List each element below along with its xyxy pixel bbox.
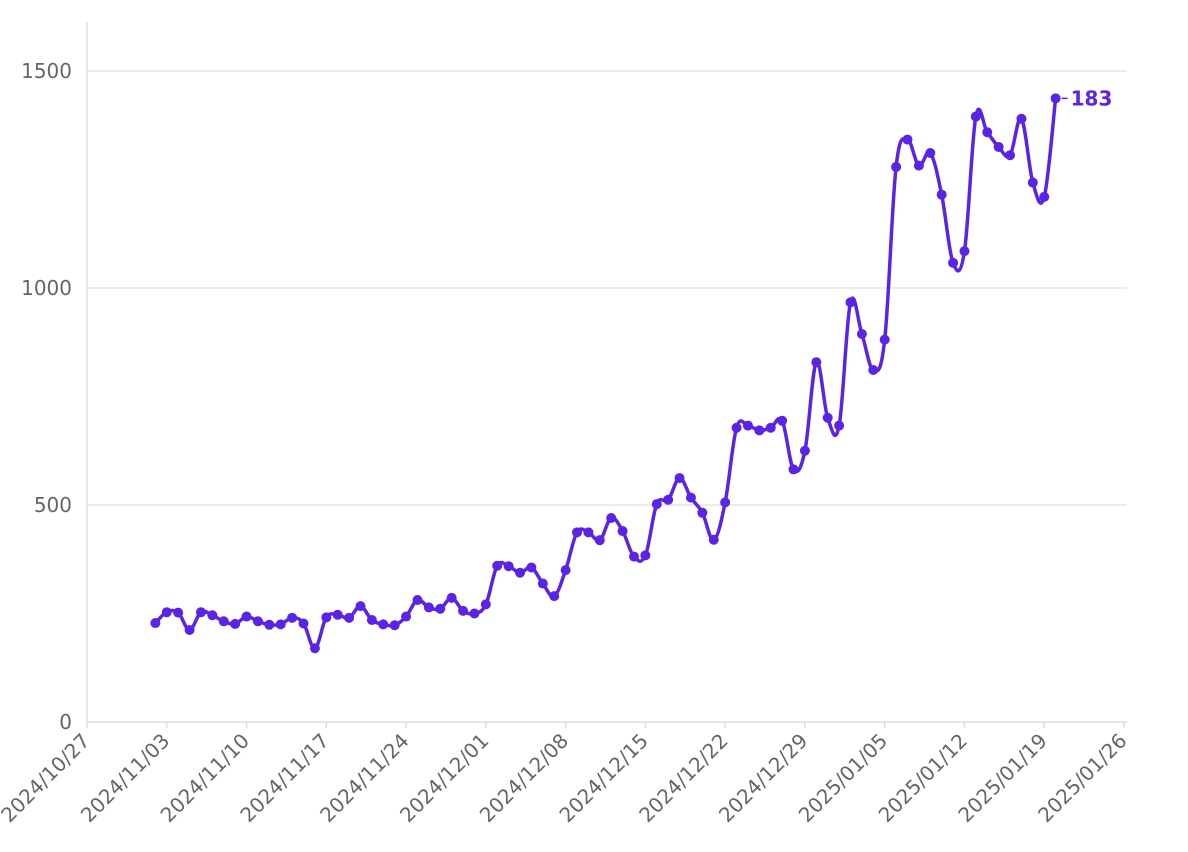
data-point-25 bbox=[435, 603, 446, 614]
data-point-21 bbox=[389, 620, 400, 631]
data-point-29 bbox=[480, 599, 491, 610]
data-point-72 bbox=[970, 111, 981, 122]
data-point-45 bbox=[663, 494, 674, 505]
data-point-31 bbox=[503, 561, 514, 572]
data-point-53 bbox=[754, 425, 765, 436]
data-point-11 bbox=[275, 619, 286, 630]
y-tick-label-0: 0 bbox=[59, 710, 72, 734]
data-point-23 bbox=[412, 595, 423, 606]
data-point-66 bbox=[902, 134, 913, 145]
data-point-5 bbox=[207, 610, 218, 621]
data-point-69 bbox=[936, 189, 947, 200]
data-point-22 bbox=[401, 611, 412, 622]
axes bbox=[86, 22, 1127, 728]
data-point-8 bbox=[241, 611, 252, 622]
data-point-63 bbox=[868, 365, 879, 376]
series-layer bbox=[150, 93, 1061, 654]
data-point-76 bbox=[1016, 113, 1027, 124]
data-point-71 bbox=[959, 246, 970, 257]
data-point-47 bbox=[685, 492, 696, 503]
data-point-28 bbox=[469, 608, 480, 619]
data-point-4 bbox=[195, 607, 206, 618]
data-point-55 bbox=[777, 415, 788, 426]
data-point-59 bbox=[822, 412, 833, 423]
data-point-30 bbox=[492, 560, 503, 571]
data-point-62 bbox=[856, 329, 867, 340]
data-point-77 bbox=[1027, 177, 1038, 188]
data-point-16 bbox=[332, 609, 343, 620]
data-point-9 bbox=[252, 616, 263, 627]
data-point-65 bbox=[891, 161, 902, 172]
y-tick-label-500: 500 bbox=[34, 493, 72, 517]
data-point-0 bbox=[150, 618, 161, 629]
data-point-78 bbox=[1039, 191, 1050, 202]
data-point-49 bbox=[708, 534, 719, 545]
data-point-60 bbox=[834, 420, 845, 431]
data-point-40 bbox=[606, 513, 617, 524]
data-point-42 bbox=[628, 551, 639, 562]
data-point-57 bbox=[799, 445, 810, 456]
data-point-18 bbox=[355, 601, 366, 612]
data-point-6 bbox=[218, 616, 229, 627]
data-point-74 bbox=[993, 141, 1004, 152]
data-point-15 bbox=[321, 612, 332, 623]
data-point-17 bbox=[344, 612, 355, 623]
data-point-61 bbox=[845, 297, 856, 308]
data-point-34 bbox=[537, 578, 548, 589]
data-point-14 bbox=[309, 643, 320, 654]
data-point-24 bbox=[423, 602, 434, 613]
data-point-44 bbox=[651, 499, 662, 510]
data-point-46 bbox=[674, 473, 685, 484]
y-tick-label-1000: 1000 bbox=[21, 276, 72, 300]
data-point-39 bbox=[594, 535, 605, 546]
data-point-67 bbox=[913, 160, 924, 171]
data-point-38 bbox=[583, 527, 594, 538]
data-point-35 bbox=[549, 591, 560, 602]
data-point-56 bbox=[788, 464, 799, 475]
data-point-58 bbox=[811, 357, 822, 368]
data-point-33 bbox=[526, 562, 537, 573]
data-point-7 bbox=[230, 618, 241, 629]
data-point-70 bbox=[948, 257, 959, 268]
data-point-26 bbox=[446, 592, 457, 603]
data-point-73 bbox=[982, 127, 993, 138]
data-point-48 bbox=[697, 507, 708, 518]
data-point-52 bbox=[742, 420, 753, 431]
data-point-20 bbox=[378, 619, 389, 630]
data-point-64 bbox=[879, 334, 890, 345]
data-point-68 bbox=[925, 148, 936, 159]
data-point-12 bbox=[287, 612, 298, 623]
series-line bbox=[153, 96, 1058, 650]
data-point-36 bbox=[560, 565, 571, 576]
y-tick-label-1500: 1500 bbox=[21, 59, 72, 83]
data-point-2 bbox=[173, 607, 184, 618]
data-point-41 bbox=[617, 526, 628, 537]
data-point-51 bbox=[731, 422, 742, 433]
data-point-50 bbox=[720, 497, 731, 508]
labels: 0500100015002024/10/272024/11/032024/11/… bbox=[0, 59, 1132, 827]
data-point-79 bbox=[1050, 93, 1061, 104]
gridlines bbox=[87, 70, 1127, 506]
data-point-13 bbox=[298, 618, 309, 629]
data-point-54 bbox=[765, 422, 776, 433]
data-point-43 bbox=[640, 550, 651, 561]
data-point-32 bbox=[515, 567, 526, 578]
data-point-75 bbox=[1005, 150, 1016, 161]
data-point-1 bbox=[161, 607, 172, 618]
data-point-3 bbox=[184, 624, 195, 635]
data-point-19 bbox=[366, 615, 377, 626]
end-value-label: 183 bbox=[1071, 86, 1113, 110]
data-point-10 bbox=[264, 619, 275, 630]
data-point-37 bbox=[572, 527, 583, 538]
data-point-27 bbox=[458, 605, 469, 616]
